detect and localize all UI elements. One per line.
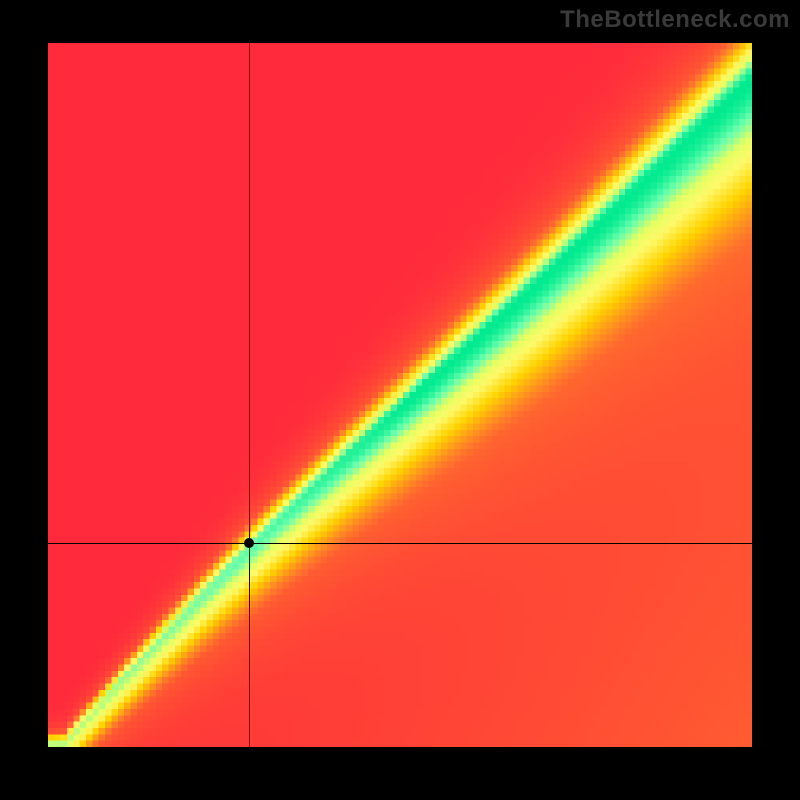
page-root: TheBottleneck.com <box>0 0 800 800</box>
heatmap-canvas <box>48 43 752 747</box>
source-watermark: TheBottleneck.com <box>560 6 790 34</box>
heatmap-plot <box>45 40 755 750</box>
